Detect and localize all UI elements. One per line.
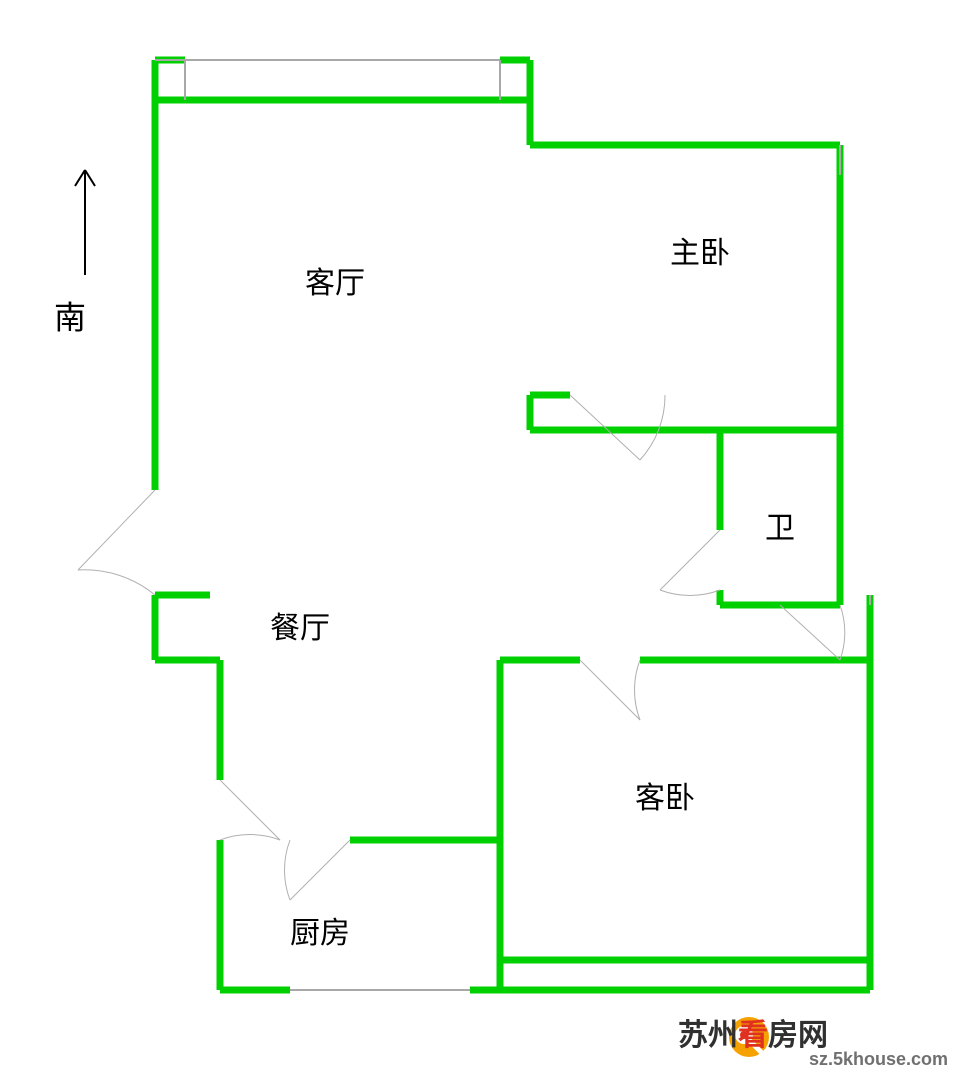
door-leaf xyxy=(290,840,350,900)
door-arc xyxy=(220,835,280,840)
room-label-master: 主卧 xyxy=(670,237,730,270)
door-arc xyxy=(660,590,720,595)
watermark-mid: 看 xyxy=(738,1019,768,1052)
door-leaf xyxy=(78,490,155,570)
door-leaf xyxy=(660,530,720,590)
watermark-suffix: 房网 xyxy=(768,1019,828,1052)
door-leaf xyxy=(220,780,280,840)
watermark-prefix: 苏州 xyxy=(678,1019,738,1052)
door-arc xyxy=(840,605,845,660)
floor-plan: 南 客厅 主卧餐厅 卫客卧厨房 xyxy=(0,0,960,1080)
room-label-bath: 卫 xyxy=(765,512,795,545)
door-leaf xyxy=(780,605,840,660)
room-label-guest: 客卧 xyxy=(635,782,695,815)
watermark-url: sz.5khouse.com xyxy=(809,1049,948,1070)
direction-label: 南 xyxy=(54,299,86,335)
door-arc xyxy=(635,660,640,720)
door-leaf xyxy=(580,660,640,720)
room-label-living: 客厅 xyxy=(305,267,365,300)
door-arc xyxy=(285,840,290,900)
room-label-kitchen: 厨房 xyxy=(290,917,350,950)
door-arc xyxy=(78,570,155,595)
watermark-brand: 苏州看房网 xyxy=(678,1010,828,1054)
room-label-dining: 餐厅 xyxy=(270,612,330,645)
